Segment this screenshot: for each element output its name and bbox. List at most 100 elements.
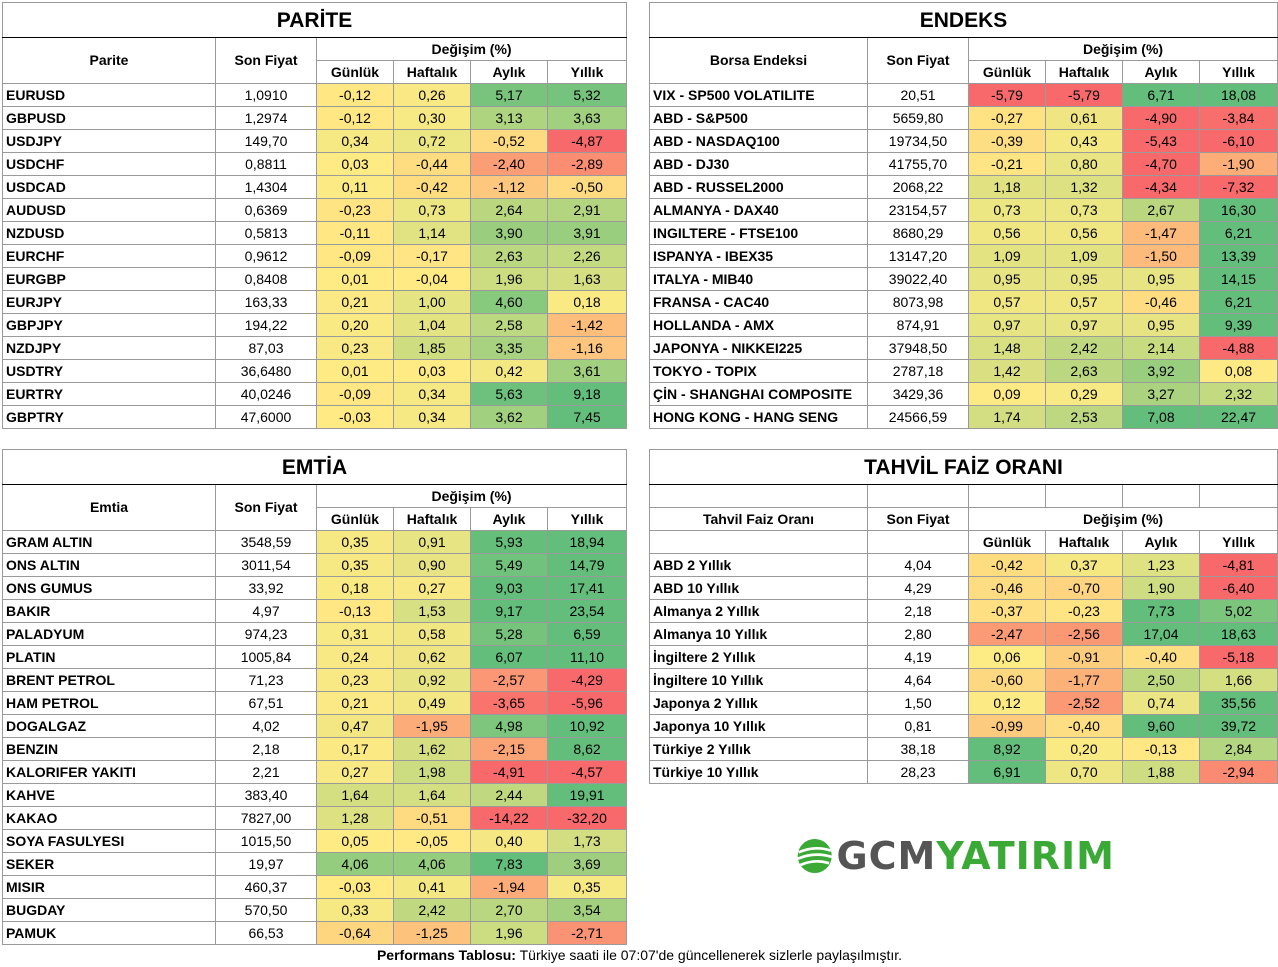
table-row: İngiltere 10 Yıllık 4,64 -0,60 -1,77 2,50 1,6… (649, 668, 1278, 692)
row-price: 0,8408 (215, 267, 317, 291)
parite-change-header: Değişim (%) (315, 37, 628, 61)
table-row: ISPANYA - IBEX35 13147,20 1,09 1,09 -1,50 13,… (649, 244, 1278, 268)
change-cell: 2,32 (1198, 382, 1278, 406)
change-cell: 0,70 (1045, 760, 1123, 784)
change-cell: -2,57 (470, 668, 548, 692)
change-cell: -0,37 (968, 599, 1046, 623)
change-cell: 13,39 (1198, 244, 1278, 268)
change-cell: 39,72 (1198, 714, 1278, 738)
change-cell: 9,60 (1122, 714, 1200, 738)
row-price: 8073,98 (867, 290, 969, 314)
row-price: 19,97 (215, 852, 317, 876)
change-cell: 5,32 (546, 83, 628, 107)
tahvil-table: TAHVİL FAİZ ORANI Tahvil Faiz Oranı Son … (648, 449, 1278, 784)
change-cell: 2,64 (470, 198, 548, 222)
table-row: SEKER 19,97 4,06 4,06 7,83 3,69 (2, 852, 628, 876)
table-row: ALMANYA - DAX40 23154,57 0,73 0,73 2,67 16,30 (649, 198, 1278, 222)
change-cell: -4,57 (546, 760, 628, 784)
change-cell: 2,63 (1045, 359, 1123, 383)
change-cell: -0,44 (393, 152, 471, 176)
row-name: AUDUSD (2, 198, 216, 222)
change-cell: -2,40 (470, 152, 548, 176)
row-price: 24566,59 (867, 405, 969, 429)
row-price: 13147,20 (867, 244, 969, 268)
change-cell: 0,29 (1045, 382, 1123, 406)
table-row: HAM PETROL 67,51 0,21 0,49 -3,65 -5,96 (2, 691, 628, 715)
change-cell: 1,00 (393, 290, 471, 314)
row-name: HONG KONG - HANG SENG (649, 405, 868, 429)
change-cell: 6,21 (1198, 221, 1278, 245)
footer-note: Performans Tablosu: Türkiye saati ile 07… (2, 945, 1277, 966)
change-cell: 0,03 (393, 359, 471, 383)
change-cell: 0,17 (316, 737, 394, 761)
change-cell: 4,60 (470, 290, 548, 314)
change-cell: 0,73 (968, 198, 1046, 222)
row-name: SOYA FASULYESI (2, 829, 216, 853)
change-cell: 0,27 (316, 760, 394, 784)
change-cell: 35,56 (1198, 691, 1278, 715)
row-price: 1015,50 (215, 829, 317, 853)
row-name: ALMANYA - DAX40 (649, 198, 868, 222)
change-cell: -4,29 (546, 668, 628, 692)
tahvil-change-header: Değişim (%) (967, 507, 1278, 531)
row-name: GBPJPY (2, 313, 216, 337)
row-name: NZDUSD (2, 221, 216, 245)
tahvil-col-header: Günlük (968, 530, 1046, 554)
change-cell: 0,72 (393, 129, 471, 153)
table-row: ÇİN - SHANGHAI COMPOSITE 3429,36 0,09 0,29 3… (649, 382, 1278, 406)
change-cell: 0,34 (393, 405, 471, 429)
change-cell: 0,57 (968, 290, 1046, 314)
change-cell: 0,09 (968, 382, 1046, 406)
row-price: 0,6369 (215, 198, 317, 222)
table-row: JAPONYA - NIKKEI225 37948,50 1,48 2,42 2,14-… (649, 336, 1278, 360)
table-row: Japonya 10 Yıllık 0,81 -0,99 -0,40 9,60 39,72 (649, 714, 1278, 738)
row-price: 2787,18 (867, 359, 969, 383)
change-cell: 1,96 (470, 267, 548, 291)
row-price: 0,9612 (215, 244, 317, 268)
row-name: EURUSD (2, 83, 216, 107)
change-cell: 3,54 (546, 898, 628, 922)
change-cell: 8,62 (546, 737, 628, 761)
row-price: 3548,59 (215, 530, 317, 554)
row-price: 2,21 (215, 760, 317, 784)
change-cell: 1,64 (393, 783, 471, 807)
change-cell: 3,90 (470, 221, 548, 245)
change-cell: -0,13 (1122, 737, 1200, 761)
change-cell: -4,91 (470, 760, 548, 784)
change-cell: -0,42 (393, 175, 471, 199)
change-cell: 5,93 (470, 530, 548, 554)
table-row: BAKIR 4,97 -0,13 1,53 9,17 23,54 (2, 599, 628, 623)
emtia-col-header: Yıllık (546, 507, 628, 531)
row-name: ONS ALTIN (2, 553, 216, 577)
change-cell: 0,12 (968, 691, 1046, 715)
globe-swoosh-icon (797, 838, 833, 874)
change-cell: 0,95 (1122, 267, 1200, 291)
change-cell: -1,25 (393, 921, 471, 945)
table-row: EURTRY 40,0246 -0,09 0,34 5,63 9,18 (2, 382, 628, 406)
row-name: BRENT PETROL (2, 668, 216, 692)
change-cell: 5,49 (470, 553, 548, 577)
change-cell: 4,06 (393, 852, 471, 876)
change-cell: 0,35 (546, 875, 628, 899)
row-price: 7827,00 (215, 806, 317, 830)
change-cell: 0,20 (1045, 737, 1123, 761)
table-row: USDCHF 0,8811 0,03 -0,44 -2,40 -2,89 (2, 152, 628, 176)
row-name: Türkiye 2 Yıllık (649, 737, 868, 761)
change-cell: -0,60 (968, 668, 1046, 692)
row-name: BUGDAY (2, 898, 216, 922)
change-cell: 0,30 (393, 106, 471, 130)
table-row: ABD - RUSSEL2000 2068,22 1,18 1,32 -4,34 -7,3… (649, 175, 1278, 199)
change-cell: 1,09 (968, 244, 1046, 268)
change-cell: 2,63 (470, 244, 548, 268)
row-price: 66,53 (215, 921, 317, 945)
row-name: İngiltere 10 Yıllık (649, 668, 868, 692)
change-cell: 0,47 (316, 714, 394, 738)
change-cell: 3,92 (1122, 359, 1200, 383)
change-cell: 0,34 (316, 129, 394, 153)
emtia-title: EMTİA (1, 449, 628, 485)
change-cell: 0,23 (316, 668, 394, 692)
row-price: 40,0246 (215, 382, 317, 406)
row-name: Almanya 2 Yıllık (649, 599, 868, 623)
row-price: 974,23 (215, 622, 317, 646)
row-name: KAKAO (2, 806, 216, 830)
